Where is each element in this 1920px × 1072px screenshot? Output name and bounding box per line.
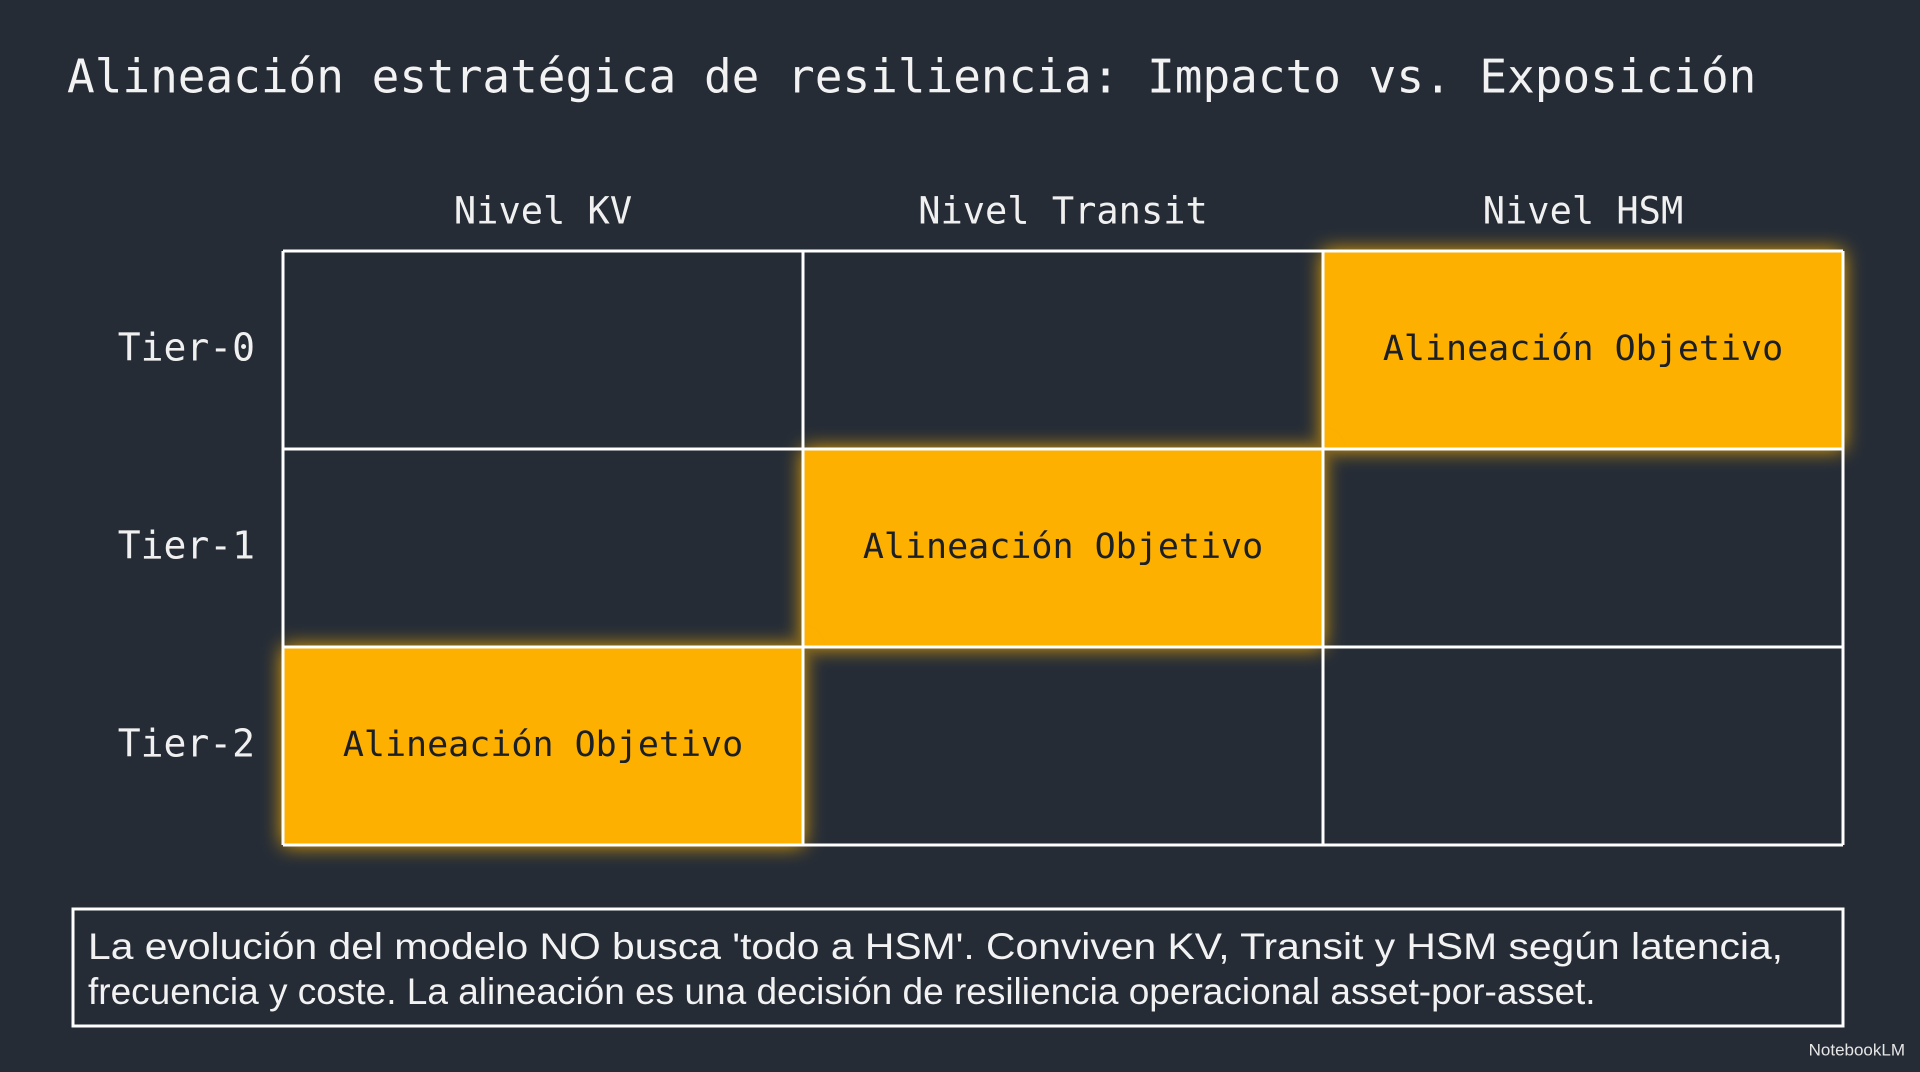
cell-label: Alineación Objetivo — [863, 527, 1263, 567]
column-header: Nivel Transit — [918, 190, 1208, 233]
column-header: Nivel HSM — [1483, 190, 1683, 233]
cell-label: Alineación Objetivo — [1383, 329, 1783, 369]
row-label: Tier-2 — [118, 722, 255, 766]
cell-label: Alineación Objetivo — [343, 725, 743, 765]
note-text: frecuencia y coste. La alineación es una… — [88, 971, 1596, 1012]
title: Alineación estratégica de resiliencia: I… — [67, 50, 1756, 104]
highlight-cell — [803, 449, 1323, 647]
note-box — [71, 907, 1845, 1028]
highlight-cell — [283, 647, 803, 845]
note-text: La evolución del modelo NO busca 'todo a… — [88, 926, 1783, 967]
column-header: Nivel KV — [454, 190, 632, 233]
row-label: Tier-1 — [118, 524, 255, 568]
row-label: Tier-0 — [118, 326, 255, 370]
watermark: NotebookLM — [1809, 1040, 1905, 1059]
highlight-cell — [1323, 251, 1843, 449]
